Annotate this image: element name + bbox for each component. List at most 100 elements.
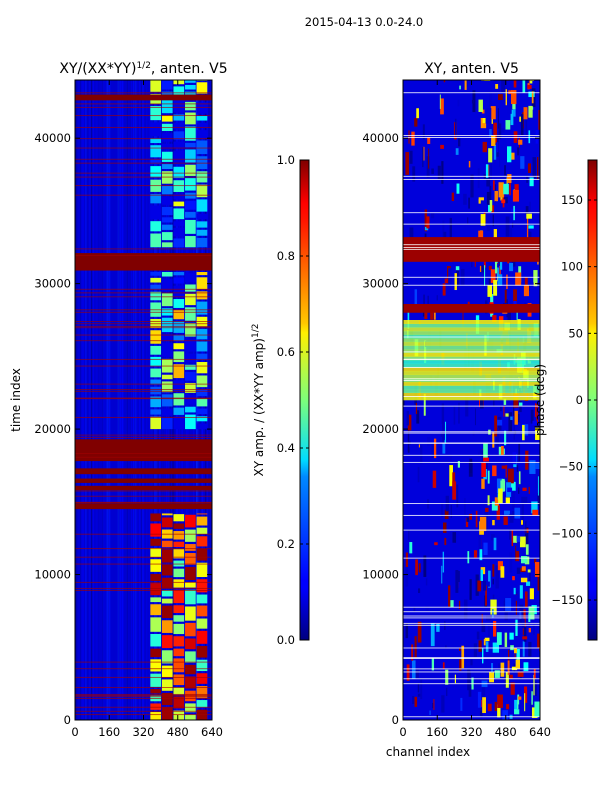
heatmap-flag-line bbox=[75, 456, 212, 458]
heatmap-cell bbox=[480, 118, 487, 129]
heatmap-cell bbox=[185, 293, 196, 306]
heatmap-cell bbox=[185, 236, 196, 248]
heatmap-cell bbox=[535, 403, 537, 417]
heatmap-cell bbox=[185, 514, 196, 528]
colorbar-tick-label: 0.4 bbox=[277, 441, 295, 455]
heatmap-cell bbox=[161, 408, 173, 416]
heatmap-flag-line bbox=[403, 212, 540, 214]
heatmap-cell bbox=[196, 389, 208, 397]
heatmap-cell bbox=[535, 681, 537, 696]
heatmap-cell bbox=[528, 606, 535, 620]
heatmap-cell bbox=[493, 144, 497, 160]
heatmap-cell bbox=[414, 289, 418, 312]
heatmap-cell bbox=[150, 291, 162, 301]
heatmap-cell bbox=[509, 529, 511, 540]
heatmap-cell bbox=[494, 701, 497, 711]
heatmap-flag-line bbox=[403, 178, 540, 180]
heatmap-cell bbox=[185, 284, 196, 292]
heatmap-flag-line bbox=[403, 432, 540, 434]
heatmap-cell bbox=[411, 131, 415, 146]
heatmap-flag-line bbox=[75, 693, 212, 695]
heatmap-cell bbox=[185, 638, 196, 650]
heatmap-flag-line bbox=[75, 556, 212, 558]
heatmap-cell bbox=[509, 513, 514, 523]
heatmap-cell bbox=[501, 199, 506, 204]
heatmap-cell bbox=[185, 364, 196, 370]
heatmap-cell bbox=[407, 446, 410, 453]
heatmap-flag-line bbox=[75, 288, 212, 290]
heatmap-cell bbox=[405, 552, 409, 576]
heatmap-cell bbox=[523, 285, 530, 297]
amplitude-heatmap-panel: XY/(XX*YY)1/2, anten. V5 0 160 320 480 640 0… bbox=[9, 61, 228, 739]
heatmap-flag-line bbox=[75, 365, 212, 367]
heatmap-cell bbox=[491, 663, 494, 673]
heatmap-flag-line bbox=[403, 529, 540, 531]
heatmap-flag-line bbox=[403, 276, 540, 278]
heatmap-cell bbox=[478, 230, 484, 242]
heatmap-cell bbox=[530, 80, 535, 81]
heatmap-flag-line bbox=[75, 434, 212, 436]
heatmap-cell bbox=[507, 487, 513, 493]
heatmap-phase-ramp-row bbox=[403, 360, 540, 364]
heatmap-cell bbox=[487, 495, 490, 506]
heatmap-flag-line bbox=[75, 172, 212, 174]
heatmap-cell bbox=[412, 696, 415, 705]
heatmap-cell bbox=[509, 632, 514, 640]
heatmap-cell bbox=[417, 693, 422, 697]
heatmap-cell bbox=[420, 445, 423, 464]
heatmap-flag-line bbox=[403, 431, 540, 433]
heatmap-cell bbox=[150, 648, 162, 658]
heatmap-cell bbox=[494, 190, 498, 202]
heatmap-channel-stripe bbox=[135, 80, 138, 720]
heatmap-channel-stripe bbox=[81, 80, 82, 720]
heatmap-cell bbox=[422, 146, 424, 168]
heatmap-cell bbox=[504, 430, 507, 446]
phase-x-tick-label: 0 bbox=[399, 725, 406, 739]
heatmap-flag-line bbox=[75, 563, 212, 565]
heatmap-cell bbox=[173, 310, 185, 320]
heatmap-cell bbox=[451, 192, 455, 202]
heatmap-cell bbox=[442, 662, 445, 670]
heatmap-cell bbox=[161, 196, 173, 205]
heatmap-flag-line bbox=[75, 106, 212, 108]
heatmap-cell bbox=[519, 611, 522, 620]
heatmap-cell bbox=[173, 364, 185, 379]
heatmap-cell bbox=[185, 566, 196, 581]
heatmap-cell bbox=[185, 714, 196, 720]
heatmap-cell bbox=[150, 368, 162, 378]
heatmap-flag-line bbox=[403, 442, 540, 444]
heatmap-cell bbox=[433, 699, 435, 710]
heatmap-cell bbox=[185, 651, 196, 663]
heatmap-cell bbox=[464, 498, 466, 518]
heatmap-cell bbox=[535, 427, 540, 440]
heatmap-cell bbox=[504, 165, 507, 176]
heatmap-cell bbox=[173, 122, 185, 130]
heatmap-cell bbox=[173, 674, 185, 686]
colorbar-tick-label: 0 bbox=[576, 393, 583, 407]
heatmap-cell bbox=[196, 130, 208, 139]
heatmap-cell bbox=[161, 133, 173, 142]
heatmap-cell bbox=[504, 632, 508, 648]
heatmap-cell bbox=[173, 227, 185, 237]
heatmap-cell bbox=[495, 565, 500, 589]
heatmap-cell bbox=[497, 267, 500, 277]
heatmap-cell bbox=[535, 463, 540, 470]
heatmap-phase-ramp-row bbox=[403, 374, 540, 379]
heatmap-cell bbox=[533, 270, 538, 283]
heatmap-cell bbox=[196, 82, 208, 94]
heatmap-cell bbox=[173, 86, 185, 97]
heatmap-saturated-band bbox=[403, 304, 540, 313]
heatmap-cell bbox=[492, 315, 497, 323]
colorbar-tick-label: 100 bbox=[561, 260, 583, 274]
heatmap-cell bbox=[161, 665, 173, 678]
heatmap-cell bbox=[513, 535, 518, 543]
heatmap-cell bbox=[185, 219, 196, 234]
heatmap-cell bbox=[477, 580, 482, 592]
heatmap-cell bbox=[517, 671, 524, 677]
heatmap-flag-line bbox=[75, 533, 212, 535]
heatmap-flag-line bbox=[403, 175, 540, 177]
heatmap-cell bbox=[418, 588, 421, 594]
heatmap-cell bbox=[150, 547, 162, 558]
heatmap-cell bbox=[504, 289, 507, 309]
